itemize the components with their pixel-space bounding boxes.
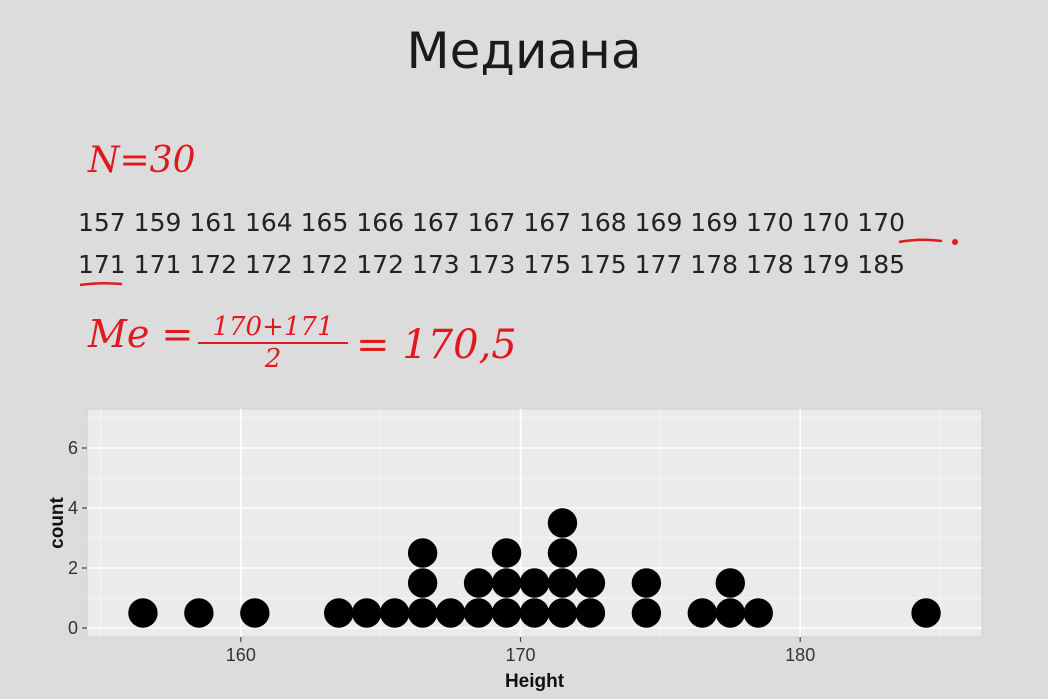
sample-size-note: N=30 bbox=[88, 140, 196, 181]
data-point bbox=[547, 568, 578, 598]
underline-170 bbox=[898, 238, 943, 244]
data-point bbox=[184, 598, 214, 628]
data-point bbox=[715, 568, 745, 598]
median-fraction: 170+171 2 bbox=[198, 312, 348, 374]
y-tick-label: 6 bbox=[68, 438, 78, 458]
data-point bbox=[519, 568, 550, 598]
median-label: Me = bbox=[88, 312, 194, 356]
data-point bbox=[324, 598, 354, 628]
data-point bbox=[743, 598, 773, 628]
median-denominator: 2 bbox=[264, 344, 282, 374]
data-point bbox=[547, 598, 578, 628]
data-point bbox=[547, 538, 578, 568]
data-point bbox=[631, 598, 662, 628]
data-point bbox=[240, 598, 270, 628]
data-point bbox=[407, 538, 438, 568]
data-point bbox=[463, 568, 494, 598]
data-point bbox=[491, 538, 522, 568]
data-point bbox=[491, 568, 522, 598]
data-point bbox=[631, 568, 662, 598]
y-axis-label: count bbox=[47, 496, 68, 548]
x-tick-label: 180 bbox=[785, 645, 815, 665]
x-axis-label: Height bbox=[505, 671, 565, 692]
data-point bbox=[379, 598, 410, 628]
data-point bbox=[128, 598, 158, 628]
dotplot-chart: 160 170 180 0 2 4 6 Height count bbox=[47, 408, 983, 692]
data-point bbox=[715, 598, 745, 628]
data-point bbox=[519, 598, 550, 628]
data-point bbox=[547, 508, 578, 538]
data-point bbox=[575, 598, 606, 628]
y-tick-label: 2 bbox=[68, 558, 78, 578]
data-point bbox=[911, 598, 941, 628]
x-tick-label: 160 bbox=[226, 645, 256, 665]
slide-title: Медиана bbox=[406, 22, 642, 80]
data-point bbox=[463, 598, 494, 628]
sorted-data-line-1: 157 159 161 164 165 166 167 167 167 168 … bbox=[78, 208, 906, 237]
median-result: = 170,5 bbox=[356, 322, 517, 368]
y-tick-label: 4 bbox=[68, 498, 78, 518]
data-point bbox=[407, 568, 438, 598]
data-point bbox=[351, 598, 382, 628]
data-point bbox=[435, 598, 466, 628]
x-tick-label: 170 bbox=[505, 645, 535, 665]
data-point bbox=[407, 598, 438, 628]
median-numerator: 170+171 bbox=[198, 312, 348, 344]
median-dot bbox=[952, 239, 958, 245]
data-point bbox=[575, 568, 606, 598]
y-tick-label: 0 bbox=[68, 618, 78, 638]
sorted-data-line-2: 171 171 172 172 172 172 173 173 175 175 … bbox=[78, 250, 906, 279]
data-point bbox=[491, 598, 522, 628]
data-point bbox=[687, 598, 718, 628]
underline-171 bbox=[79, 281, 123, 287]
